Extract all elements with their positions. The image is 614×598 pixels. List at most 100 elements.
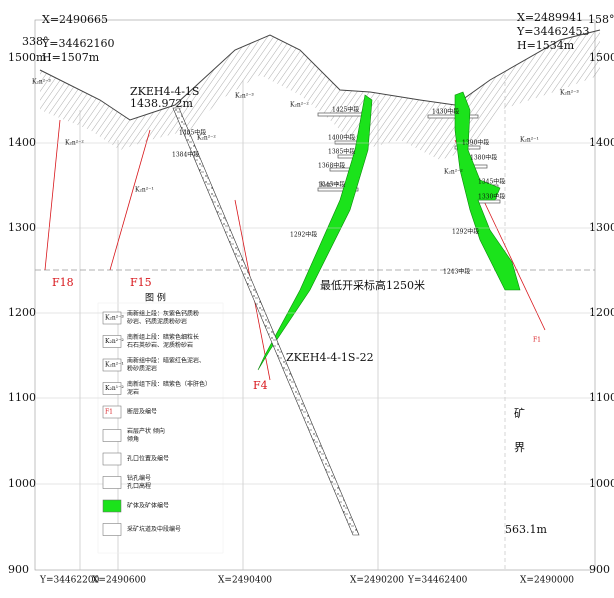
level-label: 1292中段 [452, 228, 479, 236]
elevation-label: 1400 [589, 136, 614, 149]
bottom-coord: Y=34462200 [39, 576, 100, 586]
stratum-label: K₂n²⁻³ [32, 79, 51, 86]
legend-swatch [102, 405, 122, 419]
legend-swatch [102, 358, 122, 372]
level-label: 1330中段 [478, 193, 505, 201]
orebody [257, 94, 373, 371]
legend-symbol: K₂n²⁻³ [105, 315, 124, 322]
legend-text: 倾角 [127, 435, 139, 443]
legend-swatch [102, 452, 122, 466]
coord: X=2489941 [517, 11, 583, 24]
legend-title: 图 例 [145, 292, 166, 304]
orebody [454, 91, 521, 291]
legend-text: 南新组下段：暗紫色（非肝色） [127, 380, 211, 388]
coord: Y=34462453 [516, 25, 589, 38]
coord: Y=34462160 [41, 37, 114, 50]
level-label: 1425中段 [332, 106, 359, 114]
elevation-label: 1400 [8, 136, 36, 149]
legend-text: 采矿坑道及中段编号 [127, 525, 181, 533]
elevation-label: 1300 [8, 221, 36, 234]
level-label: 1384中段 [172, 151, 199, 159]
level-label: 1345中段 [318, 181, 345, 189]
frame [34, 19, 596, 571]
elevation-label: 1000 [589, 477, 614, 490]
sample-label: ZKEH4-4-1S-22 [286, 351, 374, 364]
level-label: 1345中段 [478, 178, 505, 186]
legend-swatch [102, 476, 122, 489]
legend-text: 孔口高程 [127, 482, 151, 490]
fault-label: F15 [130, 276, 152, 289]
legend-text: 南新组上段：暗紫色细粒长 [127, 333, 199, 341]
elevation-label: 1000 [8, 477, 36, 490]
level-label: 1385中段 [328, 148, 355, 156]
bottom-coord: X=2490400 [218, 576, 272, 586]
level-label: 1380中段 [470, 154, 497, 162]
stratum-label: K₂n²⁻² [197, 135, 216, 142]
elevation-label: 900 [589, 563, 610, 576]
stratum-label: K₂n²⁻³ [560, 90, 579, 97]
drillhole-name: ZKEH4-4-1S [130, 85, 199, 98]
legend-swatch [102, 311, 122, 325]
legend-swatch [102, 499, 122, 513]
legend-text: 岩层产状 倾向 [127, 427, 165, 435]
elevation-label: 1500m [8, 51, 47, 64]
level-label: 1368中段 [318, 162, 345, 170]
legend-symbol: F1 [105, 409, 113, 416]
legend-swatch [102, 382, 122, 395]
level-label: 1405中段 [179, 129, 206, 137]
fault-label: F4 [253, 379, 268, 392]
coord: H=1534m [517, 39, 575, 52]
stratum-label: K₂n²⁻³ [235, 93, 254, 100]
legend-swatch [102, 429, 122, 442]
cutoff-label: 最低开采标高1250米 [320, 278, 425, 292]
legend-text: 钻孔编号 [127, 474, 151, 482]
fault-label: F18 [52, 276, 74, 289]
stratum-label: K₂n²⁻² [444, 169, 463, 176]
azimuth: 338° [22, 35, 49, 48]
terrain-line [39, 29, 601, 121]
stratum-label: K₂n²⁻² [290, 102, 309, 109]
drillhole-depth: 563.1m [505, 523, 547, 536]
level-label: 1390中段 [462, 139, 489, 147]
bottom-coord: X=2490000 [520, 576, 574, 586]
legend-text: 南新组中段：暗紫红色泥岩、 [127, 357, 205, 365]
legend-text: 断层及编号 [127, 408, 157, 416]
level-label: 1243中段 [443, 268, 470, 276]
coord: X=2490665 [42, 13, 108, 26]
bottom-coord: X=2490600 [92, 576, 146, 586]
stratum-label: K₂n²⁻¹ [520, 137, 539, 144]
legend-text: 矿体及矿体编号 [127, 502, 169, 510]
elevation-label: 1200 [8, 306, 36, 319]
coord: H=1507m [42, 51, 100, 64]
legend-text: 石石英砂岩、泥质粉砂岩 [127, 341, 193, 349]
stratum-label: K₂n²⁻² [65, 140, 84, 147]
legend-text: 粉砂质泥岩 [127, 365, 157, 373]
level-label: 1400中段 [328, 134, 355, 142]
elevation-label: 1100 [589, 391, 614, 404]
level-label: 1292中段 [290, 231, 317, 239]
bottom-coord: X=2490200 [350, 576, 404, 586]
legend-swatch [102, 523, 122, 536]
hatched-layer [40, 30, 600, 160]
elevation-label: 1500m [589, 51, 614, 64]
legend-box [97, 302, 224, 554]
legend-symbol: K₂n¹⁻² [105, 385, 124, 392]
drillhole-elev: 1438.972m [130, 97, 193, 110]
elevation-label: 900 [8, 563, 29, 576]
legend-swatch [102, 335, 122, 348]
boundary: 界 [514, 441, 525, 454]
stratum-label: K₂n²⁻¹ [135, 187, 154, 194]
level-label: 1430中段 [432, 108, 459, 116]
drillhole [172, 107, 360, 536]
fault-label: F1 [533, 337, 541, 344]
coord-lines [79, 75, 506, 570]
elevation-label: 1100 [8, 391, 36, 404]
legend-text: 泥岩 [127, 388, 139, 396]
legend-symbol: K₂n²⁻¹ [105, 362, 124, 369]
elevation-label: 1200 [589, 306, 614, 319]
legend-text: 砂岩、钙质泥质粉砂岩 [127, 318, 187, 326]
elevation-label: 1300 [589, 221, 614, 234]
legend-text: 南新组上段：灰紫色钙质粉 [127, 310, 199, 318]
